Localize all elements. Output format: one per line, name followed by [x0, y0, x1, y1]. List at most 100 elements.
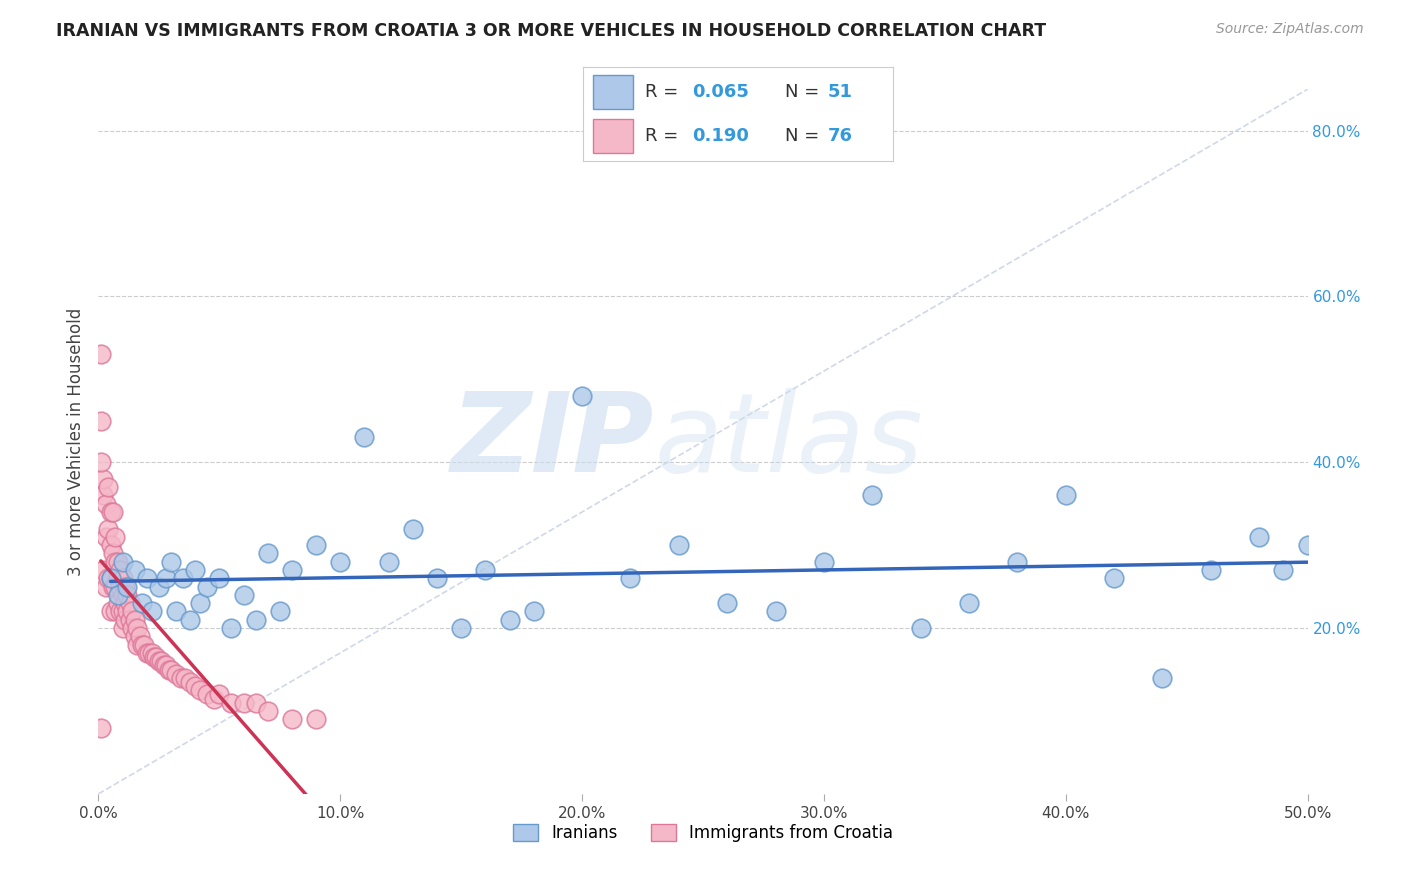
Point [104, 530, 127, 544]
Point [135, 646, 157, 660]
Point [1199, 563, 1222, 577]
Point [426, 571, 449, 585]
Text: 51: 51 [828, 83, 853, 101]
Point [90, 455, 112, 469]
Point [204, 691, 226, 706]
Point [111, 621, 134, 635]
Point [1296, 538, 1319, 552]
Point [668, 538, 690, 552]
Point [104, 555, 127, 569]
Point [134, 638, 156, 652]
Point [97, 571, 120, 585]
Point [124, 629, 146, 643]
Point [94, 580, 117, 594]
Text: atlas: atlas [655, 388, 924, 495]
Point [138, 646, 160, 660]
Point [108, 580, 131, 594]
Text: ZIP: ZIP [451, 388, 655, 495]
Point [127, 621, 149, 635]
Text: 76: 76 [828, 128, 853, 145]
Point [121, 621, 143, 635]
Point [402, 522, 425, 536]
Point [195, 580, 218, 594]
Text: R =: R = [645, 128, 685, 145]
Text: 0.190: 0.190 [692, 128, 748, 145]
Point [107, 571, 129, 585]
Point [571, 389, 593, 403]
Point [114, 613, 136, 627]
Point [174, 671, 197, 685]
Point [184, 563, 207, 577]
Point [152, 658, 174, 673]
Point [155, 571, 177, 585]
Point [256, 546, 278, 560]
Point [169, 671, 191, 685]
Point [124, 563, 146, 577]
Point [97, 480, 120, 494]
FancyBboxPatch shape [593, 75, 633, 109]
Point [305, 538, 328, 552]
Point [124, 613, 146, 627]
Point [143, 650, 166, 665]
Point [1007, 555, 1029, 569]
Point [208, 687, 231, 701]
Point [97, 522, 120, 536]
Point [160, 663, 183, 677]
Point [94, 497, 117, 511]
Point [131, 638, 153, 652]
Point [118, 613, 141, 627]
Point [90, 414, 112, 428]
Point [232, 588, 254, 602]
Point [90, 347, 112, 361]
Point [165, 605, 187, 619]
Point [145, 650, 167, 665]
Point [118, 596, 141, 610]
Point [100, 538, 122, 552]
Point [91, 563, 114, 577]
Point [121, 605, 143, 619]
Point [90, 721, 112, 735]
Point [179, 675, 201, 690]
Point [910, 621, 932, 635]
Point [141, 605, 163, 619]
Point [1054, 488, 1077, 502]
Point [94, 530, 117, 544]
Point [281, 712, 304, 726]
Point [329, 555, 352, 569]
Point [474, 563, 496, 577]
Point [127, 638, 149, 652]
Point [256, 704, 278, 718]
Point [157, 663, 180, 677]
Point [957, 596, 980, 610]
Point [765, 605, 787, 619]
Text: R =: R = [645, 83, 685, 101]
Point [111, 605, 134, 619]
Point [184, 679, 207, 693]
Point [860, 488, 883, 502]
Point [188, 596, 211, 610]
Point [100, 605, 122, 619]
Point [107, 596, 129, 610]
Point [128, 629, 150, 643]
Point [100, 571, 122, 585]
Point [305, 712, 328, 726]
Point [111, 588, 134, 602]
FancyBboxPatch shape [593, 120, 633, 153]
Point [91, 472, 114, 486]
Point [1249, 530, 1271, 544]
Point [179, 613, 201, 627]
Legend: Iranians, Immigrants from Croatia: Iranians, Immigrants from Croatia [506, 817, 900, 849]
Point [117, 605, 139, 619]
Point [141, 646, 163, 660]
Point [450, 621, 472, 635]
Text: 0.065: 0.065 [692, 83, 748, 101]
Point [221, 621, 243, 635]
Point [100, 571, 122, 585]
Point [619, 571, 641, 585]
Point [523, 605, 546, 619]
Point [101, 546, 124, 560]
Point [107, 555, 129, 569]
Point [172, 571, 194, 585]
Point [111, 571, 134, 585]
Point [108, 563, 131, 577]
